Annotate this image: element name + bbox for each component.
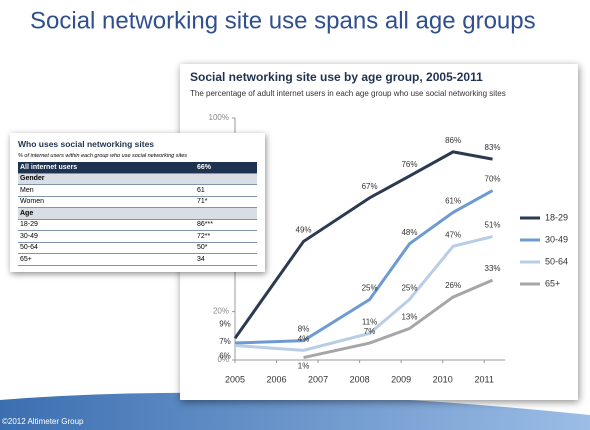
x-tick-label: 2007 bbox=[308, 374, 328, 384]
data-label: 1% bbox=[298, 362, 310, 371]
table-row: 50-64 50* bbox=[18, 243, 257, 254]
slide-title: Social networking site use spans all age… bbox=[30, 7, 536, 34]
series-line bbox=[234, 235, 493, 352]
chart-title: Social networking site use by age group,… bbox=[190, 70, 483, 84]
table-row: All internet users 66% bbox=[18, 162, 257, 174]
data-label: 7% bbox=[364, 327, 376, 336]
series-line bbox=[233, 150, 493, 340]
data-label: 61% bbox=[445, 196, 461, 205]
x-tick-label: 2009 bbox=[391, 374, 411, 384]
table-cell: Gender bbox=[20, 175, 45, 183]
data-label: 26% bbox=[445, 281, 461, 290]
table-cell: 18-29 bbox=[20, 221, 38, 229]
x-tick-label: 2005 bbox=[225, 374, 245, 384]
table-cell: Women bbox=[20, 198, 44, 206]
data-label: 48% bbox=[401, 228, 417, 237]
data-label: 49% bbox=[296, 226, 312, 235]
table: Who uses social networking sites % of in… bbox=[10, 133, 265, 272]
y-tick-label: 100% bbox=[209, 113, 229, 122]
table-row: 65+ 34 bbox=[18, 254, 257, 266]
legend-label: 30-49 bbox=[545, 234, 568, 244]
data-label: 4% bbox=[298, 334, 310, 343]
data-label: 6% bbox=[219, 352, 231, 361]
table-title: Who uses social networking sites bbox=[18, 139, 155, 149]
y-tick-label: 0% bbox=[217, 355, 229, 364]
table-row: 18-29 86*** bbox=[18, 220, 257, 231]
footer: ©2012 Altimeter Group bbox=[2, 417, 84, 426]
data-label: 7% bbox=[219, 337, 231, 346]
x-tick-label: 2006 bbox=[267, 374, 287, 384]
table-cell: All internet users bbox=[20, 163, 78, 171]
table-row: Men 61 bbox=[18, 185, 257, 197]
data-label: 86% bbox=[445, 136, 461, 145]
table-cell: 66% bbox=[197, 163, 212, 171]
table-row: Age bbox=[18, 208, 257, 220]
table-cell: 34 bbox=[197, 255, 205, 263]
swoosh bbox=[0, 392, 590, 430]
data-label: 83% bbox=[485, 143, 501, 152]
x-tick-label: 2011 bbox=[475, 374, 494, 384]
table-row: Women 71* bbox=[18, 197, 257, 208]
data-label: 13% bbox=[401, 313, 417, 322]
data-label: 67% bbox=[362, 182, 378, 191]
series-line bbox=[234, 189, 494, 345]
table-cell: 50-64 bbox=[20, 244, 38, 252]
legend-label: 50-64 bbox=[545, 256, 568, 266]
table-cell: Age bbox=[20, 209, 34, 217]
table-cell: Men bbox=[20, 186, 34, 194]
table-cell: 30-49 bbox=[20, 232, 38, 240]
table-cell: 65+ bbox=[20, 255, 32, 263]
table-cell: 86*** bbox=[197, 221, 213, 229]
y-tick-label: 20% bbox=[213, 307, 229, 316]
x-tick-label: 2008 bbox=[350, 374, 370, 384]
data-label: 76% bbox=[401, 160, 417, 169]
data-label: 51% bbox=[485, 221, 501, 230]
data-label: 70% bbox=[485, 175, 501, 184]
data-label: 11% bbox=[362, 317, 377, 326]
table-subtitle: % of internet users within each group wh… bbox=[18, 153, 188, 159]
legend-label: 18-29 bbox=[545, 212, 568, 222]
x-tick-label: 2010 bbox=[433, 374, 453, 384]
data-label: 25% bbox=[401, 284, 417, 293]
data-label: 8% bbox=[298, 325, 310, 334]
table-cell: 72** bbox=[197, 232, 211, 240]
table-cell: 50* bbox=[197, 244, 208, 252]
data-label: 9% bbox=[219, 319, 231, 328]
legend-label: 65+ bbox=[545, 278, 560, 288]
table-cell: 61 bbox=[197, 186, 205, 194]
data-label: 33% bbox=[485, 264, 501, 273]
data-label: 47% bbox=[445, 230, 461, 239]
chart-subtitle: The percentage of adult internet users i… bbox=[190, 89, 506, 98]
table-cell: 71* bbox=[197, 198, 208, 206]
table-row: Gender bbox=[18, 173, 257, 185]
table-row: 30-49 72** bbox=[18, 231, 257, 243]
data-label: 25% bbox=[362, 284, 378, 293]
series-line bbox=[303, 278, 494, 360]
